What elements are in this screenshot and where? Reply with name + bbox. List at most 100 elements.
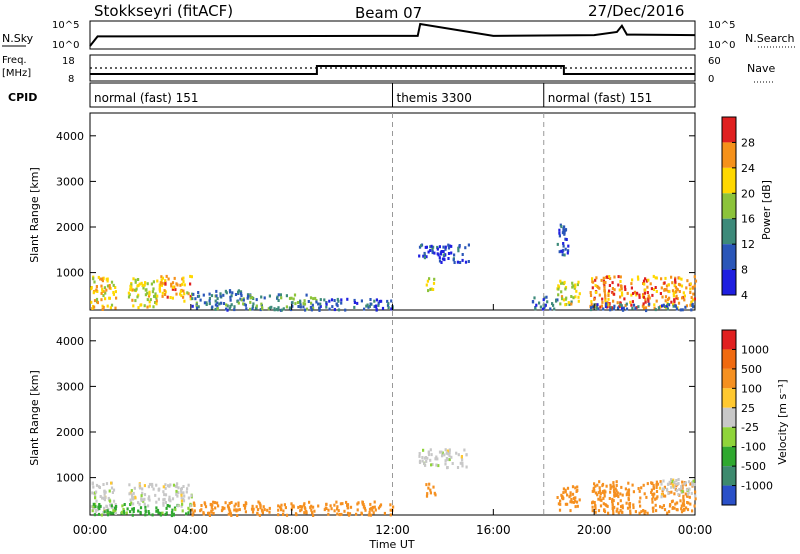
- velocity-cells-cell: [164, 513, 167, 516]
- power-cells-cell: [622, 308, 625, 312]
- power-cells-cell: [377, 303, 380, 307]
- velocity-cells-cell: [670, 490, 673, 494]
- velocity-colorbar-tick-label-4: -25: [741, 421, 759, 434]
- power-cells-cell: [259, 308, 262, 312]
- velocity-cells-cell: [455, 451, 458, 455]
- velocity-cells-cell: [176, 494, 179, 498]
- velocity-cells-cell: [640, 510, 643, 514]
- power-cells-cell: [433, 251, 436, 255]
- beam-label: Beam 07: [355, 4, 422, 22]
- velocity-cells-cell: [634, 510, 637, 514]
- power-cells-cell: [142, 286, 145, 290]
- power-cells-cell: [664, 295, 668, 299]
- power-cells-cell: [164, 279, 167, 283]
- power-cells-cell: [152, 287, 155, 291]
- velocity-cells-cell: [313, 509, 316, 513]
- power-cells-cell: [467, 260, 470, 263]
- power-cells-cell: [296, 301, 300, 304]
- velocity-cells-cell: [690, 491, 693, 495]
- velocity-cells-cell: [435, 455, 438, 459]
- velocity-cells-cell: [639, 496, 642, 500]
- velocity-cells-cell: [148, 482, 152, 486]
- power-cells-cell: [590, 300, 593, 304]
- power-cells-cell: [249, 296, 252, 300]
- power-colorbar-tick-label-3: 16: [741, 213, 755, 226]
- velocity-cells-cell: [667, 491, 670, 495]
- power-cells-cell: [561, 253, 564, 257]
- power-cells-cell: [436, 245, 439, 249]
- power-cells-cell: [447, 243, 450, 247]
- velocity-cells-cell: [448, 451, 451, 455]
- power-colorbar-swatch-4: [722, 218, 736, 245]
- velocity-cells-cell: [259, 506, 262, 510]
- power-cells-cell: [693, 284, 696, 288]
- power-cells-cell: [427, 250, 430, 254]
- velocity-cells-cell: [685, 488, 689, 492]
- velocity-yticks-label-0: 1000: [56, 472, 84, 485]
- velocity-cells-cell: [176, 482, 179, 486]
- power-cells-cell: [191, 293, 194, 297]
- velocity-cells-cell: [256, 508, 260, 512]
- velocity-cells-cell: [677, 478, 680, 481]
- power-cells-cell: [134, 288, 137, 292]
- power-colorbar-swatch-5: [722, 244, 736, 270]
- power-cells-cell: [557, 284, 560, 288]
- power-cells-cell: [589, 294, 593, 297]
- power-cells-cell: [318, 308, 321, 312]
- power-cells-cell: [675, 296, 678, 300]
- power-cells-cell: [646, 291, 649, 294]
- velocity-heatmap: [90, 448, 697, 518]
- velocity-colorbar-frame: [721, 329, 737, 506]
- power-cells-cell: [375, 298, 378, 302]
- power-cells-cell: [95, 297, 99, 301]
- power-cells-cell: [595, 307, 598, 310]
- velocity-cells-cell: [426, 456, 429, 460]
- power-cells-cell: [611, 287, 614, 290]
- power-cells-cell: [609, 277, 612, 280]
- power-cells-cell: [260, 302, 263, 306]
- power-cells-cell: [303, 302, 307, 306]
- velocity-cells-cell: [257, 500, 260, 504]
- power-cells-cell: [564, 303, 567, 307]
- power-cells-cell: [441, 257, 445, 261]
- velocity-cells-cell: [661, 489, 664, 493]
- power-cells-cell: [560, 281, 563, 285]
- velocity-cells-cell: [670, 478, 673, 482]
- power-cells-cell: [158, 289, 162, 293]
- power-cells-cell: [138, 282, 141, 286]
- power-cells-cell: [693, 275, 696, 279]
- power-cells-cell: [161, 281, 164, 285]
- power-cells-cell: [134, 280, 137, 284]
- power-cells-cell: [387, 306, 390, 310]
- velocity-cells-cell: [280, 503, 283, 507]
- velocity-cells-cell: [570, 497, 573, 501]
- power-cells-cell: [635, 293, 638, 297]
- velocity-cells-cell: [168, 504, 171, 508]
- velocity-cells-cell: [569, 491, 572, 495]
- power-cells-cell: [143, 283, 146, 287]
- velocity-cells-cell: [92, 485, 95, 489]
- power-yticks-label-1: 2000: [56, 221, 84, 234]
- velocity-cells-cell: [371, 505, 374, 509]
- velocity-cells-cell: [110, 511, 113, 515]
- velocity-cells-cell: [162, 503, 165, 507]
- velocity-cells-cell: [658, 486, 662, 490]
- power-cells-cell: [685, 304, 688, 308]
- power-cells-cell: [365, 304, 368, 308]
- power-cells-cell: [305, 293, 308, 297]
- power-cells-cell: [353, 298, 356, 302]
- velocity-cells-cell: [98, 503, 101, 506]
- power-cells-cell: [255, 304, 258, 308]
- power-cells-cell: [195, 306, 199, 310]
- velocity-cells-cell: [343, 509, 346, 513]
- velocity-cells-cell: [593, 482, 596, 486]
- power-cells-cell: [539, 305, 542, 309]
- power-cells-cell: [366, 303, 369, 307]
- velocity-cells-cell: [578, 498, 581, 502]
- velocity-cells-cell: [261, 511, 264, 515]
- power-cells-cell: [616, 306, 620, 310]
- power-cells-cell: [557, 287, 560, 291]
- velocity-cells-cell: [282, 513, 285, 516]
- power-cells-cell: [591, 280, 594, 284]
- velocity-cells-cell: [596, 493, 599, 497]
